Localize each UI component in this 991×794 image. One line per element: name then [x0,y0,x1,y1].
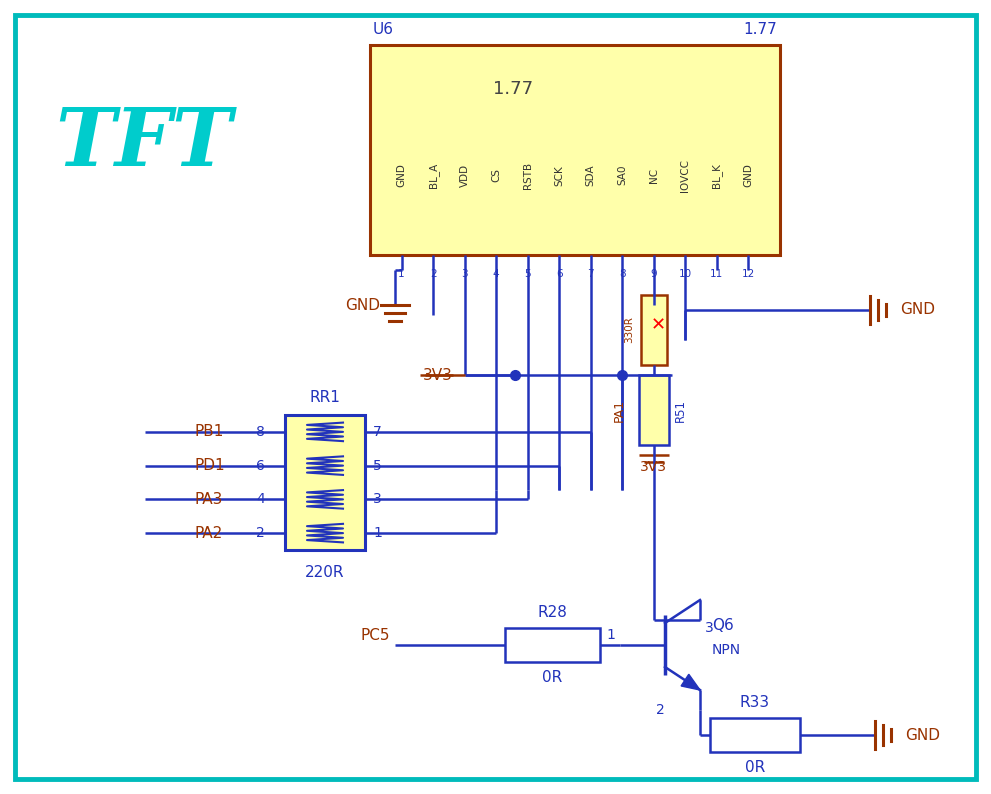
Text: 4: 4 [493,269,499,279]
Text: BL_A: BL_A [428,163,439,188]
Text: CS: CS [492,168,501,182]
Text: Q6: Q6 [712,618,733,633]
Bar [710,718,800,752]
Polygon shape [681,674,700,690]
Text: 1.77: 1.77 [494,80,533,98]
Bar [505,628,600,662]
Text: RSTB: RSTB [522,162,533,189]
Text: 1: 1 [398,269,405,279]
Text: PD1: PD1 [195,458,226,473]
Text: 220R: 220R [305,565,345,580]
Text: R33: R33 [740,695,770,710]
Text: 3: 3 [373,492,382,507]
Text: 1: 1 [373,526,382,540]
Text: 5: 5 [524,269,531,279]
Text: 9: 9 [650,269,657,279]
Text: IOVCC: IOVCC [681,159,691,191]
Text: 3: 3 [705,621,714,635]
Text: 12: 12 [742,269,755,279]
Text: 8: 8 [256,425,265,439]
Text: R28: R28 [537,605,568,620]
Bar [370,45,780,255]
Text: 2: 2 [430,269,436,279]
Text: R51: R51 [674,399,687,422]
Text: GND: GND [345,298,380,313]
Text: 0R: 0R [745,760,765,775]
Text: 5: 5 [373,459,382,472]
Text: 7: 7 [588,269,594,279]
Text: GND: GND [905,727,940,742]
Text: 8: 8 [619,269,625,279]
Text: U6: U6 [373,22,394,37]
Text: GND: GND [900,303,935,318]
Text: SA0: SA0 [617,165,627,186]
Bar [641,295,667,365]
Text: 330R: 330R [624,317,634,344]
Text: PA2: PA2 [195,526,223,541]
Text: TFT: TFT [55,105,232,183]
Bar [639,375,669,445]
Text: 4: 4 [257,492,265,507]
Text: NPN: NPN [712,643,741,657]
Text: GND: GND [396,164,406,187]
Text: 10: 10 [679,269,692,279]
Text: SCK: SCK [554,165,564,186]
Text: ✕: ✕ [650,316,665,334]
Text: 6: 6 [256,459,265,472]
Text: 7: 7 [373,425,382,439]
Text: 3: 3 [461,269,468,279]
Text: PC5: PC5 [361,627,390,642]
Text: 11: 11 [711,269,723,279]
Bar [285,415,365,550]
Text: 2: 2 [656,703,665,717]
Text: PA1: PA1 [612,399,626,422]
Text: PB1: PB1 [195,424,224,439]
Text: BL_K: BL_K [712,163,722,187]
Text: NC: NC [649,168,659,183]
Text: 0R: 0R [542,670,563,685]
Text: 3V3: 3V3 [640,460,667,474]
Text: SDA: SDA [586,164,596,186]
Text: 2: 2 [257,526,265,540]
Text: PA3: PA3 [195,491,223,507]
Text: 1.77: 1.77 [743,22,777,37]
Text: 3V3: 3V3 [423,368,453,383]
Text: 1: 1 [606,628,615,642]
Text: GND: GND [743,164,753,187]
Text: VDD: VDD [460,164,470,187]
Text: RR1: RR1 [309,390,341,405]
Text: 6: 6 [556,269,563,279]
